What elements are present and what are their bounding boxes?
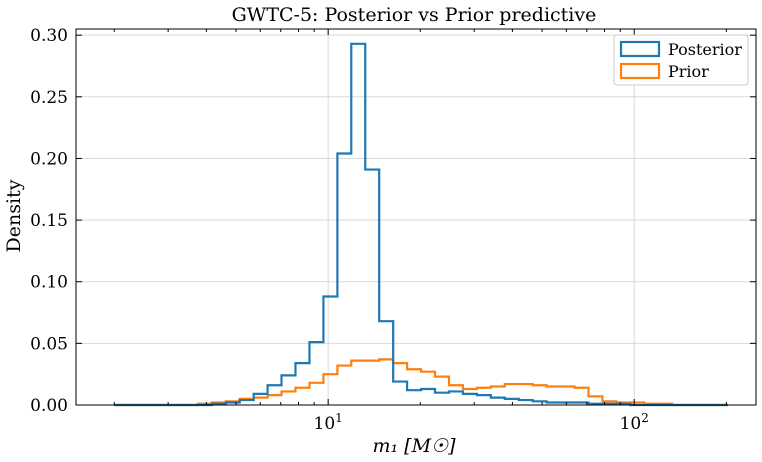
y-tick-label: 0.00 [30,396,68,416]
plot-frame [75,28,757,406]
x-tick-label: 101 [314,411,343,434]
y-tick-label: 0.05 [30,334,68,354]
legend-label-prior: Prior [668,62,709,81]
y-tick-label: 0.30 [30,26,68,46]
legend-swatch-posterior [619,40,661,58]
legend: Posterior Prior [613,34,749,86]
chart-title: GWTC-5: Posterior vs Prior predictive [232,4,597,26]
x-axis-label: m₁ [M☉] [373,435,457,457]
tick-labels: 0.00 0.05 0.10 0.15 0.20 0.25 0.30 101 102 [30,26,649,434]
y-tick-label: 0.15 [30,211,68,231]
y-tick-label: 0.10 [30,273,68,293]
x-tick-label: 102 [620,411,649,434]
y-tick-label: 0.20 [30,149,68,169]
series-layer [114,42,729,407]
legend-label-posterior: Posterior [668,40,742,59]
histogram-prior [114,358,729,407]
axis-ticks [76,29,756,406]
y-axis-label: Density [3,179,25,252]
legend-swatch-prior [619,62,661,80]
grid [76,29,756,406]
y-tick-label: 0.25 [30,88,68,108]
legend-box [613,34,749,86]
histogram-posterior [114,42,729,407]
